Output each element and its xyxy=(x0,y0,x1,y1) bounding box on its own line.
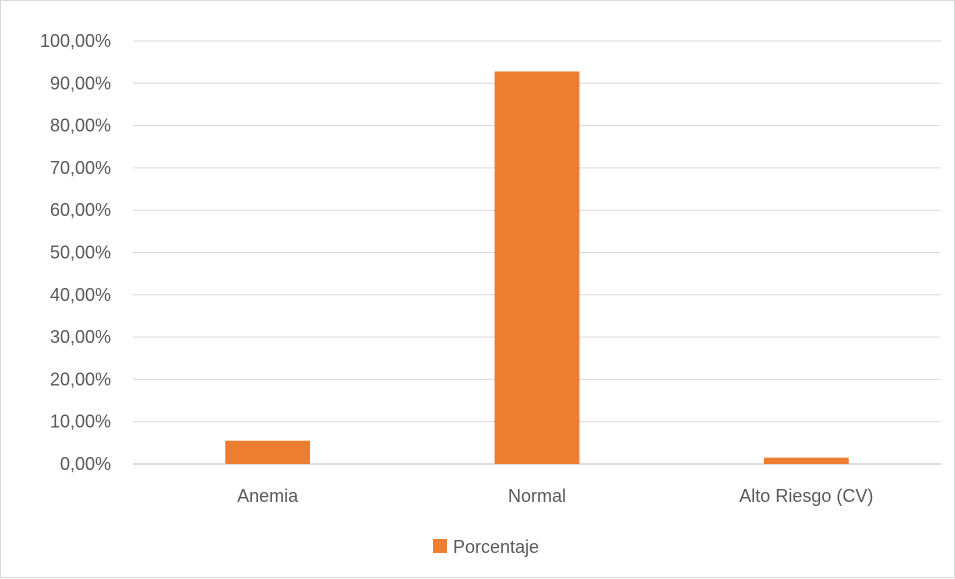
x-tick-labels: Anemia Normal Alto Riesgo (CV) xyxy=(237,486,873,506)
bar-normal xyxy=(494,71,580,465)
legend-label-porcentaje: Porcentaje xyxy=(453,537,539,557)
bar-alto-riesgo-cv xyxy=(763,457,849,464)
y-tick-label: 40,00% xyxy=(50,285,111,305)
legend-swatch-porcentaje xyxy=(433,539,447,553)
y-tick-label: 70,00% xyxy=(50,158,111,178)
legend: Porcentaje xyxy=(433,537,539,557)
y-tick-label: 60,00% xyxy=(50,200,111,220)
y-tick-label: 10,00% xyxy=(50,412,111,432)
bar-anemia xyxy=(225,440,311,464)
y-tick-labels: 0,00% 10,00% 20,00% 30,00% 40,00% 50,00% 60,00… xyxy=(40,31,111,474)
y-tick-label: 100,00% xyxy=(40,31,111,51)
y-tick-label: 0,00% xyxy=(60,454,111,474)
y-tick-label: 80,00% xyxy=(50,116,111,136)
x-tick-label: Anemia xyxy=(237,486,299,506)
y-tick-label: 90,00% xyxy=(50,73,111,93)
y-tick-label: 20,00% xyxy=(50,369,111,389)
bars xyxy=(225,71,849,465)
x-tick-label: Normal xyxy=(508,486,566,506)
y-tick-label: 50,00% xyxy=(50,243,111,263)
x-tick-label: Alto Riesgo (CV) xyxy=(739,486,873,506)
y-tick-label: 30,00% xyxy=(50,327,111,347)
